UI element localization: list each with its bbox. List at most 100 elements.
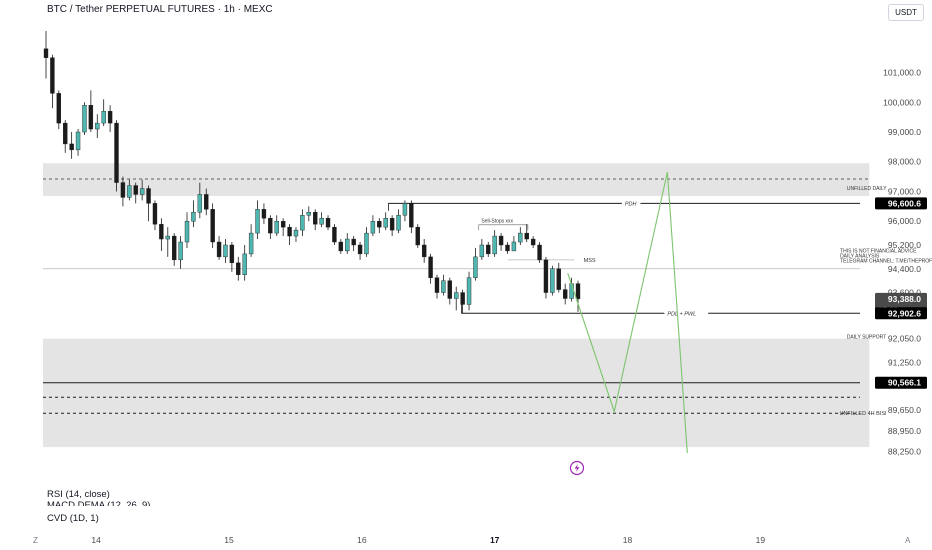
candle-body [338,241,344,252]
autoscale-corner-right[interactable]: A [905,536,911,545]
zone-label-unfilled-daily: UNFILLED DAILY [847,186,887,192]
candle-body [223,244,228,258]
candle-body [479,244,485,258]
zones-layer: UNFILLED DAILY [43,163,887,448]
time-axis-label: 15 [224,535,234,545]
candle-body [210,209,215,243]
price-tag-bg [875,197,927,210]
candle-body [409,203,414,228]
price-axis[interactable]: 101,000.0 100,000.0 99,000.0 98,000.0 97,000… [883,68,921,457]
candle-body [56,93,62,124]
price-tag-label: 96,600.6 [888,198,921,208]
candle-body [229,244,235,264]
annotation-0: Sell-Stops xxx [481,219,513,225]
timezone-corner-left[interactable]: Z [33,536,38,545]
candle-body [454,292,459,299]
currency-button[interactable]: USDT [888,4,924,21]
candle-body [530,238,536,246]
candle-body [421,244,427,258]
candle-body [165,235,170,240]
candle-body [434,277,440,293]
candle-body [43,48,49,58]
candles-layer [43,30,581,314]
annotations-layer: Sell-Stops xxx THIS IS NOT FINANCIAL ADVI… [481,219,932,341]
candle-body [389,218,395,231]
projection-layer [567,172,688,454]
candle-body [498,235,504,246]
candle-body [364,232,369,255]
time-axis-label: 16 [357,535,367,545]
rsi-indicator-label[interactable]: RSI (14, close) [47,489,110,500]
level-label-3: UNFILLED 4H BISI [839,411,887,417]
macd-indicator-label[interactable]: MACD DEMA (12, 26, 9) [47,500,151,506]
level-label-bg-1 [664,309,709,318]
time-axis-label: 18 [623,535,633,545]
candle-body [255,209,260,234]
candle-body [88,105,94,130]
annotation-3: TELEGRAM CHANNEL: T.ME/THEPROFITROOMFX [840,259,932,265]
projection-path [567,172,688,454]
candle-body [543,259,549,293]
candle-body [101,111,106,124]
price-tag-label: 93,388.0 [888,294,921,304]
price-axis-label: 93,600.0 [888,288,921,298]
candle-body [332,226,337,243]
candle-body [293,229,299,237]
candle-body [518,232,523,243]
price-tag-label: 92,902.6 [888,308,921,318]
candle-body [172,235,177,261]
candle-body [197,194,203,213]
candle-body [242,253,247,275]
candle-body [204,194,209,210]
price-axis-label: 97,000.0 [888,186,921,196]
price-axis-label: 95,200.0 [888,240,921,250]
candle-body [248,232,254,255]
candle-body [556,268,561,290]
price-axis-label: 88,950.0 [888,426,921,436]
price-axis-label: 101,000.0 [883,68,921,78]
candle-body [396,215,401,231]
zone-1 [43,338,870,448]
level-label-1: PDL + PWL [667,311,696,317]
candle-body [274,221,279,234]
candle-body [236,262,241,275]
price-axis-label: 88,250.0 [888,447,921,457]
candle-body [466,277,472,305]
cvd-indicator-label[interactable]: CVD (1D, 1) [47,513,99,524]
candle-body [383,218,388,228]
candle-body [75,131,81,151]
candle-body [133,185,138,195]
time-axis-label: 19 [756,535,766,545]
candle-body [139,188,145,195]
candle-body [178,241,183,261]
candle-body [107,111,113,124]
candle-body [492,235,497,255]
price-axis-label: 92,050.0 [888,334,921,344]
candle-body [562,289,568,299]
candle-body [50,57,55,94]
lightning-icon[interactable] [569,460,585,476]
candle-body [280,221,286,228]
candle-body [486,244,491,255]
time-axis[interactable]: 14 15 16 17 18 19 [91,535,765,545]
sell-stops-bracket [478,224,529,231]
candle-body [127,185,132,198]
candle-body [159,223,164,240]
candle-body [261,209,267,219]
level-label-5: MSS [584,258,596,264]
annotation-4: DAILY SUPPORT [847,335,886,341]
candle-body [505,244,510,252]
candle-body [537,244,542,261]
candle-body [300,215,305,231]
candle-body [441,280,446,293]
candle-body [95,122,100,130]
candle-body [415,226,420,246]
candle-body [216,241,222,258]
candle-body [351,238,356,246]
price-axis-label: 100,000.0 [883,97,921,107]
level-label-0: PDH [625,201,637,207]
candle-body [575,283,581,300]
candle-body [550,268,555,293]
candle-body [146,188,151,204]
